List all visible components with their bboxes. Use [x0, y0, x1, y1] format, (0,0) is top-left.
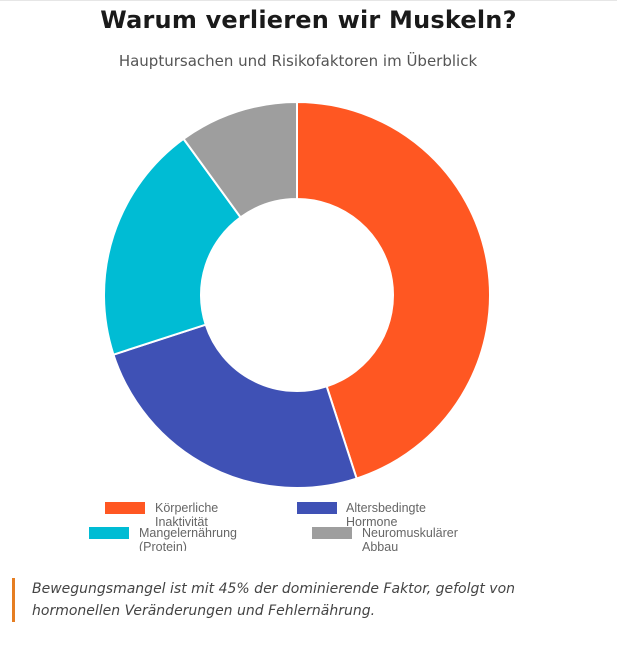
- chart-subtitle: Hauptursachen und Risikofaktoren im Über…: [118, 52, 478, 70]
- legend-item-3[interactable]: Mangelernährung (Protein): [89, 526, 237, 554]
- legend-label-2: Altersbedingte Hormone: [346, 501, 426, 529]
- legend-swatch-4: [312, 527, 352, 539]
- doughnut-slice-3[interactable]: [103, 137, 242, 356]
- legend-label-3: Mangelernährung (Protein): [139, 526, 237, 554]
- legend-swatch-1: [105, 502, 145, 514]
- doughnut-slice-1[interactable]: [296, 100, 491, 480]
- legend-swatch-2: [297, 502, 337, 514]
- legend-item-1[interactable]: Körperliche Inaktivität: [105, 501, 218, 529]
- doughnut-chart: Körperliche Inaktivität Altersbedingte Horm…: [89, 100, 491, 554]
- legend-label-1: Körperliche Inaktivität: [155, 501, 218, 529]
- legend-swatch-3: [89, 527, 129, 539]
- chart-title: Warum verlieren wir Muskeln?: [100, 6, 517, 34]
- top-divider: [0, 0, 617, 1]
- legend-label-4: Neuromuskulärer Abbau: [362, 526, 458, 554]
- legend-item-2[interactable]: Altersbedingte Hormone: [297, 501, 426, 529]
- chart-legend: Körperliche Inaktivität Altersbedingte Horm…: [89, 501, 458, 554]
- doughnut-slice-2[interactable]: [112, 323, 358, 489]
- doughnut-slice-4[interactable]: [182, 100, 298, 219]
- legend-item-4[interactable]: Neuromuskulärer Abbau: [312, 526, 458, 554]
- chart-caption: Bewegungsmangel ist mit 45% der dominier…: [12, 578, 552, 622]
